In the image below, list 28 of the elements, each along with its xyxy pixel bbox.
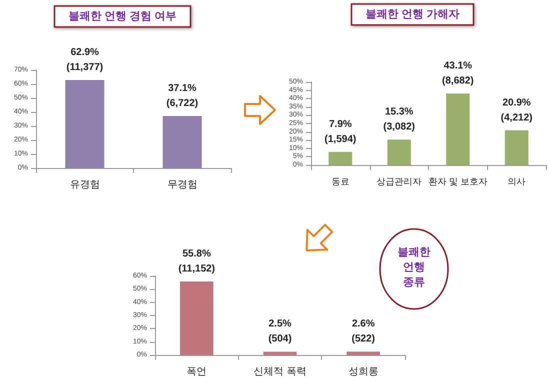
data-label: 15.3% (3,082): [383, 106, 415, 133]
x-tick-label: 상급관리자: [376, 176, 422, 186]
data-label: 62.9% (11,377): [66, 46, 104, 73]
bar: [328, 152, 352, 165]
bar: [446, 93, 470, 165]
bar: [263, 352, 297, 355]
x-tick-label: 성희롱: [348, 366, 378, 378]
data-label: 37.1% (6,722): [166, 83, 198, 110]
x-tick-label: 동료: [331, 176, 350, 186]
bar: [346, 352, 380, 355]
data-label: 2.6% (522): [352, 318, 376, 345]
x-tick-label: 무경험: [167, 180, 198, 190]
bar: [180, 282, 214, 355]
chart-title: 불쾌한 언행 가해자: [365, 8, 460, 20]
bar: [504, 130, 528, 165]
data-label: 2.5% (504): [268, 318, 292, 345]
data-label: 55.8% (11,152): [178, 248, 216, 275]
x-tick-label: 유경험: [70, 180, 100, 190]
data-label: 7.9% (1,594): [324, 118, 356, 145]
x-tick-label: 환자 및 보호자: [428, 176, 488, 186]
data-label: 20.9% (4,212): [500, 97, 532, 124]
chart-title: 불쾌한 언행 종류: [398, 246, 430, 288]
x-tick-label: 폭언: [186, 366, 207, 378]
x-tick-label: 의사: [508, 176, 526, 186]
bar: [387, 140, 411, 165]
chart-title: 불쾌한 언행 경험 여부: [68, 10, 177, 22]
data-label: 43.1% (8,682): [442, 60, 474, 86]
x-tick-label: 신체적 폭력: [254, 366, 306, 378]
